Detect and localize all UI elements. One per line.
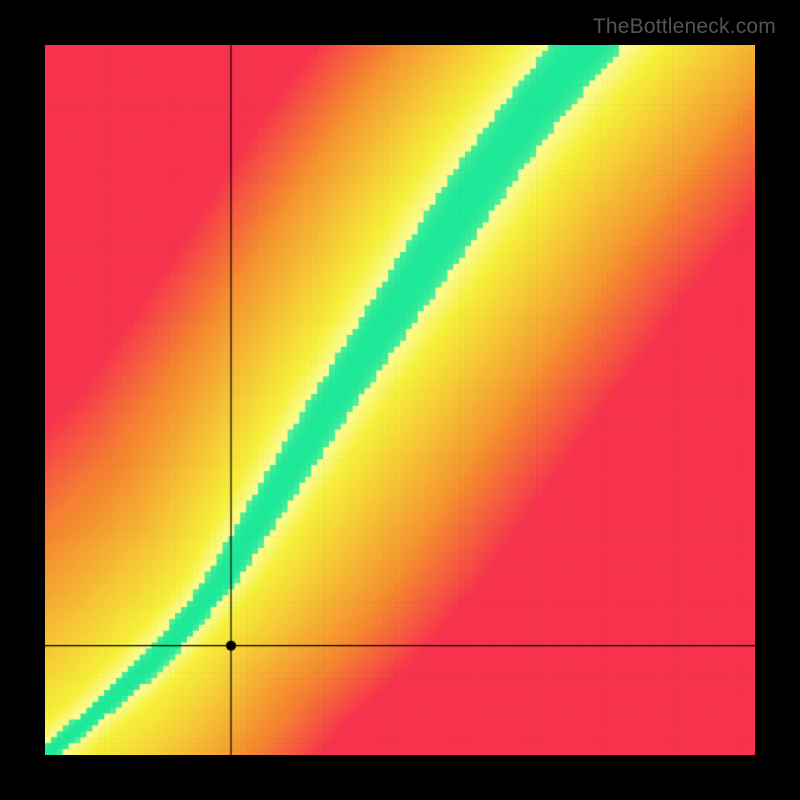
heatmap-canvas	[45, 45, 755, 755]
chart-container: TheBottleneck.com	[0, 0, 800, 800]
plot-area	[45, 45, 755, 755]
watermark-text: TheBottleneck.com	[593, 15, 776, 39]
